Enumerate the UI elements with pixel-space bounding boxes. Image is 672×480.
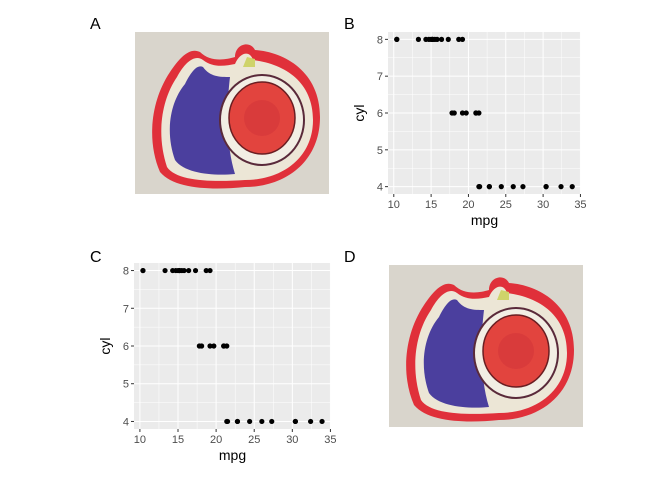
x-tick-label: 30 xyxy=(537,199,549,211)
x-tick-label: 25 xyxy=(500,199,512,211)
data-point xyxy=(186,267,192,274)
data-point xyxy=(459,110,466,116)
y-tick-label: 8 xyxy=(123,266,129,278)
x-axis-title: mpg xyxy=(219,447,246,463)
x-tick-label: 10 xyxy=(134,434,146,446)
y-tick-label: 5 xyxy=(123,379,129,391)
x-tick-label: 30 xyxy=(286,434,298,446)
y-axis-title: cyl xyxy=(97,337,113,354)
data-point xyxy=(486,184,492,190)
y-tick-label: 6 xyxy=(377,108,383,120)
data-point xyxy=(520,184,526,190)
data-point xyxy=(434,36,440,42)
x-tick-label: 35 xyxy=(324,434,336,446)
data-point xyxy=(510,184,516,190)
data-point xyxy=(543,184,549,190)
data-point xyxy=(224,418,230,425)
data-point xyxy=(224,343,230,349)
panel-label-a: A xyxy=(90,16,101,33)
data-point xyxy=(292,418,298,425)
data-point xyxy=(445,36,451,42)
y-tick-label: 5 xyxy=(377,145,383,157)
data-point xyxy=(259,418,265,425)
data-point xyxy=(459,36,466,42)
data-point xyxy=(476,110,482,116)
chart-b: 10 15 20 25 30 35 4 5 6 7 8 mpg cyl xyxy=(351,32,587,228)
data-point xyxy=(196,343,202,349)
panel-label-c: C xyxy=(90,249,102,266)
data-point xyxy=(456,36,462,42)
x-tick-label: 35 xyxy=(574,199,586,211)
y-tick-label: 7 xyxy=(123,303,129,315)
data-point xyxy=(569,184,575,190)
data-point xyxy=(438,36,445,42)
y-axis-title: cyl xyxy=(351,104,367,121)
data-point xyxy=(162,267,168,274)
panel-label-b: B xyxy=(344,16,355,33)
data-point xyxy=(234,418,241,425)
x-tick-label: 10 xyxy=(388,199,400,211)
x-tick-label: 20 xyxy=(210,434,222,446)
y-tick-label: 4 xyxy=(123,416,129,428)
y-tick-label: 8 xyxy=(377,34,383,46)
y-tick-label: 7 xyxy=(377,71,383,83)
data-point xyxy=(319,418,325,425)
data-point xyxy=(463,110,469,116)
x-tick-label: 15 xyxy=(172,434,184,446)
data-point xyxy=(207,267,213,274)
data-point xyxy=(203,267,209,274)
y-tick-label: 4 xyxy=(377,182,383,194)
x-axis-title: mpg xyxy=(471,212,498,228)
data-point xyxy=(181,267,187,274)
data-point xyxy=(192,267,199,274)
panel-label-d: D xyxy=(344,249,356,266)
y-tick-label: 6 xyxy=(123,341,129,353)
chart-c: 10 15 20 25 30 35 4 5 6 7 8 mpg cyl xyxy=(97,263,337,463)
data-point xyxy=(498,184,504,190)
data-point xyxy=(269,418,275,425)
x-tick-label: 25 xyxy=(248,434,260,446)
data-point xyxy=(449,110,455,116)
data-point xyxy=(415,36,422,42)
data-point xyxy=(476,184,482,190)
data-point xyxy=(394,36,400,42)
data-point xyxy=(308,418,314,425)
data-point xyxy=(558,184,564,190)
data-point xyxy=(428,36,434,42)
data-point xyxy=(175,267,181,274)
data-point xyxy=(140,267,146,274)
data-point xyxy=(247,418,253,425)
x-tick-label: 20 xyxy=(462,199,474,211)
x-tick-label: 15 xyxy=(425,199,437,211)
data-point xyxy=(207,343,213,349)
data-point xyxy=(211,343,217,349)
